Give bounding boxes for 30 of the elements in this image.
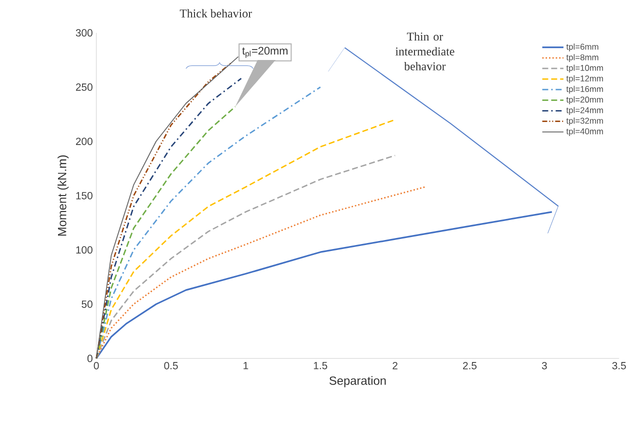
y-tick-label: 300	[76, 29, 92, 36]
x-tick-label: 0	[94, 362, 99, 370]
x-tick-label: 2.5	[463, 362, 477, 370]
y-axis-title: Moment (kN.m)	[58, 155, 69, 236]
legend-label: tpl=20mm	[566, 96, 603, 104]
line-series	[96, 211, 553, 360]
x-tick-label: 3.5	[612, 362, 626, 370]
y-tick-label: 200	[76, 138, 92, 146]
x-tick-label: 1.5	[314, 362, 328, 370]
annotation: Thin or intermediate behavior	[395, 32, 454, 70]
annotation: t$_{pl}$=20mm	[242, 46, 288, 58]
x-tick-label: 3	[542, 362, 547, 370]
y-tick-label: 100	[76, 246, 92, 254]
legend-label: tpl=8mm	[566, 54, 598, 62]
legend-label: tpl=24mm	[566, 106, 603, 115]
legend-label: tpl=40mm	[566, 128, 603, 136]
x-axis-title: Separation	[329, 376, 386, 388]
legend-label: tpl=16mm	[566, 86, 603, 94]
y-tick-label: 50	[82, 300, 92, 308]
y-tick-label: 150	[76, 192, 92, 200]
legend-label: tpl=10mm	[566, 64, 603, 72]
x-tick-label: 0.5	[164, 362, 178, 370]
legend-label: tpl=12mm	[566, 75, 603, 84]
y-tick-label: 250	[76, 83, 92, 91]
legend-label: tpl=6mm	[566, 43, 598, 52]
legend-label: tpl=32mm	[566, 117, 603, 126]
y-tick-label: 0	[87, 354, 92, 362]
x-tick-label: 1	[244, 362, 248, 370]
text: Thick behavior	[180, 9, 252, 18]
x-tick-label: 2	[392, 362, 398, 370]
